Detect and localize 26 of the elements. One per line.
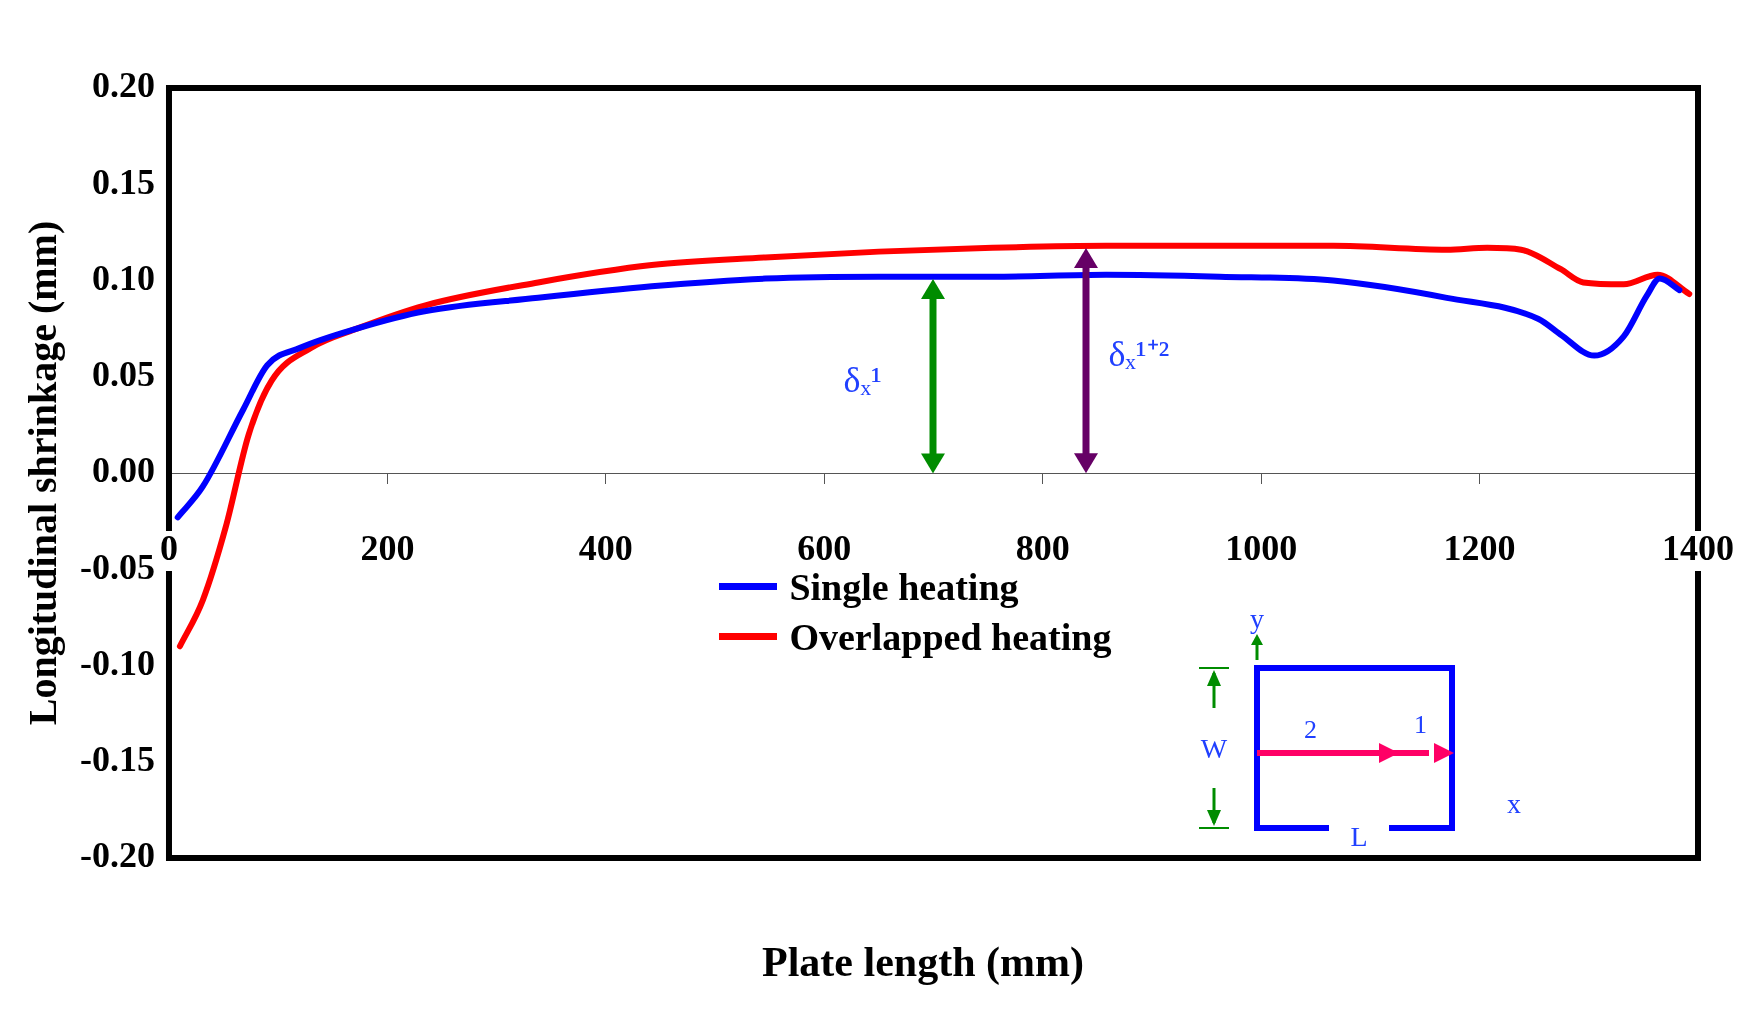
annotation: δₓ¹ bbox=[843, 358, 882, 401]
y-tick-label: 0.10 bbox=[91, 257, 155, 298]
annotation: 1 bbox=[1413, 710, 1427, 739]
y-tick-label: -0.10 bbox=[79, 642, 155, 683]
x-tick-label: 1200 bbox=[1443, 528, 1516, 569]
annotation: L bbox=[1350, 821, 1368, 852]
x-tick-label: 200 bbox=[360, 528, 415, 569]
y-tick-label: 0.15 bbox=[91, 161, 155, 202]
annotation: y bbox=[1249, 603, 1264, 634]
annotation: W bbox=[1200, 733, 1228, 764]
x-axis-title: Plate length (mm) bbox=[761, 938, 1085, 986]
annotation: δₓ¹⁺² bbox=[1108, 332, 1170, 376]
legend-label: Overlapped heating bbox=[789, 614, 1112, 659]
x-tick-label: 1000 bbox=[1225, 528, 1298, 569]
x-tick-label: 400 bbox=[578, 528, 633, 569]
y-tick-label: 0.05 bbox=[91, 354, 155, 395]
y-axis-title: Longitudinal shrinkage (mm) bbox=[20, 220, 66, 726]
annotation: 2 bbox=[1303, 715, 1317, 744]
x-tick-label: 0 bbox=[159, 528, 178, 569]
annotation: x bbox=[1506, 788, 1521, 819]
y-tick-label: -0.05 bbox=[79, 546, 155, 587]
y-tick-label: 0.20 bbox=[91, 65, 155, 106]
y-tick-label: 0.00 bbox=[91, 450, 155, 491]
x-tick-label: 1400 bbox=[1662, 528, 1734, 569]
y-tick-label: -0.20 bbox=[79, 835, 155, 876]
y-tick-label: -0.15 bbox=[79, 739, 155, 780]
